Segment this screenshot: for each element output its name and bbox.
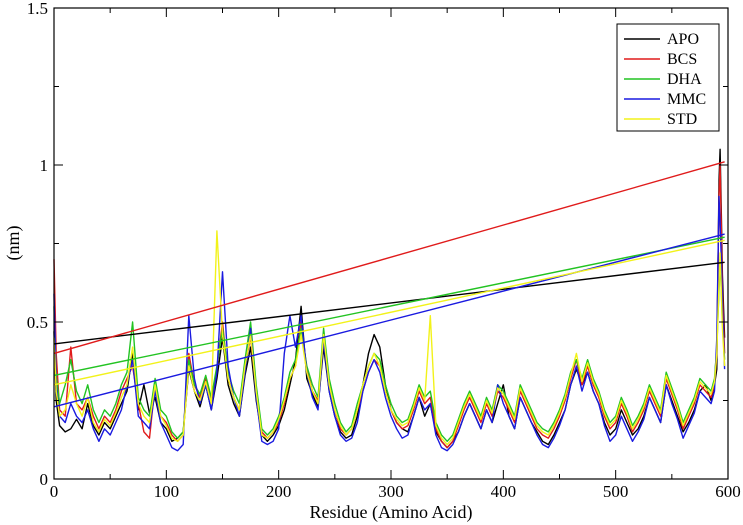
closing-segment-dha [53,236,725,377]
y-axis-title: (nm) [3,226,24,261]
legend-label-mmc: MMC [667,91,706,108]
legend-box [616,23,720,132]
y-tick-label: 0 [40,470,49,489]
closing-segment-bcs [53,161,725,355]
x-tick-label: 500 [603,482,629,501]
x-tick-label: 0 [50,482,59,501]
x-tick-label: 400 [491,482,517,501]
y-tick-label: 1 [40,156,49,175]
legend-label-dha: DHA [667,71,702,88]
closing-segment-apo [53,261,725,345]
y-axis: 0 0.5 1 1.5 [27,0,728,489]
x-tick-label: 600 [715,482,741,501]
x-tick-label: 100 [154,482,180,501]
x-tick-label: 300 [378,482,404,501]
x-tick-label: 200 [266,482,292,501]
closing-segment-mmc [53,233,725,408]
closing-segment-std [53,239,725,386]
x-axis: 0 100 200 300 400 500 600 [50,8,741,501]
legend-label-apo: APO [667,31,699,48]
y-tick-label: 0.5 [27,313,48,332]
legend-label-std: STD [667,111,697,128]
series-layer [53,148,726,452]
legend-label-bcs: BCS [667,51,697,68]
legend: APO BCS DHA MMC STD [616,23,720,132]
series-line-std [53,230,726,446]
series-line-dha [53,258,726,442]
series-line-mmc [53,195,726,452]
y-tick-label: 1.5 [27,0,48,18]
series-line-bcs [53,164,726,449]
x-axis-title: Residue (Amino Acid) [310,502,473,523]
